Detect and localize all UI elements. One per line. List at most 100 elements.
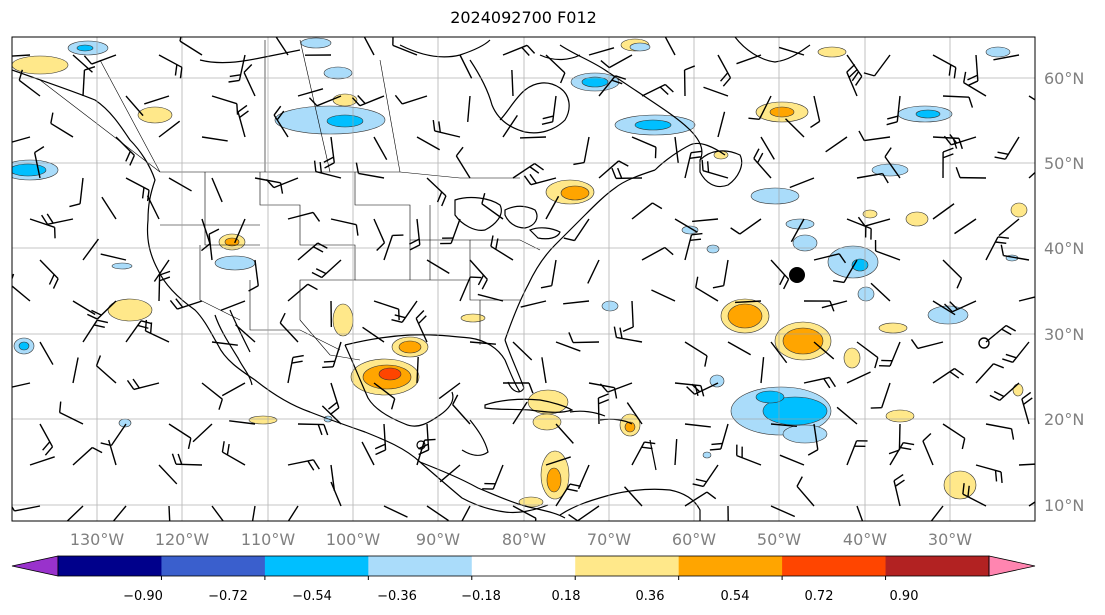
- barb-flag: [886, 121, 898, 126]
- contour-neg: [18, 341, 30, 351]
- barb-shaft: [583, 136, 590, 163]
- barb-flag: [328, 401, 338, 410]
- barb-flag: [858, 130, 865, 141]
- barb-shaft: [551, 259, 557, 286]
- barb-flag: [617, 167, 623, 179]
- barb-flag: [265, 179, 275, 189]
- barb-flag: [540, 284, 552, 289]
- barb-flag: [279, 312, 286, 324]
- barb-flag: [174, 64, 178, 76]
- barb-shaft: [177, 300, 203, 310]
- barb-shaft: [279, 322, 299, 343]
- barb-shaft: [72, 54, 93, 73]
- barb-shaft: [779, 454, 805, 466]
- barb-shaft: [572, 341, 600, 344]
- colorbar-extend-max: [988, 555, 1036, 577]
- barb-shaft: [373, 382, 396, 400]
- barb-flag: [961, 438, 966, 450]
- barb-shaft: [383, 423, 387, 450]
- barb-shaft: [1012, 341, 1030, 363]
- barb-flag: [12, 273, 15, 281]
- barb-shaft: [631, 300, 634, 328]
- barb-shaft: [975, 464, 1002, 473]
- barb-shaft: [1004, 136, 1020, 160]
- barb-flag: [807, 449, 819, 456]
- barb-flag: [689, 156, 701, 159]
- barb-shaft: [512, 401, 528, 425]
- barb-shaft: [316, 95, 342, 107]
- barb-flag: [611, 167, 617, 179]
- contour-pos: [560, 185, 590, 201]
- barb-shaft: [785, 118, 805, 138]
- barb-shaft: [208, 234, 213, 261]
- barb-shaft: [101, 196, 117, 220]
- colorbar-tick-label: 0.90: [890, 589, 919, 604]
- lon-label: 110°W: [241, 530, 296, 549]
- barb-shaft: [717, 111, 726, 138]
- barb-shaft: [692, 218, 719, 223]
- barb-flag: [311, 271, 323, 279]
- barb-flag: [652, 202, 663, 210]
- barb-flag: [704, 355, 708, 367]
- barb-shaft: [12, 382, 31, 388]
- barb-shaft: [846, 218, 872, 230]
- barb-flag: [528, 382, 534, 394]
- barb-shaft: [846, 371, 871, 384]
- barb-shaft: [125, 95, 144, 117]
- barb-flag: [187, 437, 192, 450]
- barb-shaft: [813, 253, 840, 261]
- barb-shaft: [856, 341, 879, 359]
- colorbar-tick-label: −0.90: [123, 589, 163, 604]
- barb-shaft: [402, 95, 428, 105]
- barb-shaft: [175, 463, 203, 466]
- barb-flag: [692, 483, 704, 488]
- barb-shaft: [415, 318, 428, 343]
- barb-shaft: [954, 218, 977, 235]
- barb-shaft: [222, 451, 246, 466]
- barb-shaft: [881, 382, 891, 408]
- barb-shaft: [723, 259, 729, 286]
- lon-label: 90°W: [416, 530, 460, 549]
- barb-shaft: [91, 54, 117, 65]
- barb-flag: [948, 64, 952, 76]
- barb-flag: [0, 47, 4, 57]
- barb-flag: [967, 74, 978, 81]
- barb-flag: [854, 75, 863, 86]
- barb-shaft: [623, 486, 643, 507]
- barb-shaft: [963, 82, 987, 97]
- barb-flag: [534, 518, 537, 521]
- barb-shaft: [674, 136, 679, 163]
- barb-flag: [12, 505, 16, 512]
- contour-pos: [137, 106, 173, 124]
- contour-pos: [332, 303, 354, 337]
- barb-flag: [689, 238, 702, 242]
- barb-shaft: [674, 382, 701, 387]
- barb-shaft: [434, 130, 461, 138]
- barb-flag: [838, 253, 847, 264]
- barb-flag: [490, 235, 494, 247]
- barb-shaft: [717, 54, 732, 79]
- barb-flag: [942, 153, 954, 159]
- barb-shaft: [684, 234, 693, 261]
- barb-shaft: [50, 122, 74, 138]
- barb-shaft: [1028, 501, 1035, 507]
- barb-shaft: [373, 136, 388, 161]
- barb-flag: [823, 378, 831, 389]
- barb-shaft: [287, 459, 314, 466]
- barb-shaft: [115, 136, 135, 156]
- storm-track-marker: [416, 440, 426, 450]
- barb-flag: [1023, 397, 1033, 406]
- barb-shaft: [942, 95, 970, 98]
- barb-flag: [993, 363, 1004, 369]
- barb-shaft: [72, 300, 96, 316]
- barb-flag: [436, 191, 443, 203]
- barb-flag: [618, 160, 629, 167]
- barb-flag: [374, 443, 386, 450]
- barb-shaft: [145, 330, 170, 343]
- barb-shaft: [330, 136, 335, 163]
- colorbar-tick-label: 0.72: [805, 589, 834, 604]
- barb-shaft: [917, 341, 944, 350]
- barb-flag: [748, 117, 760, 120]
- colorbar: [11, 555, 1036, 580]
- lat-label: 10°N: [1044, 496, 1084, 515]
